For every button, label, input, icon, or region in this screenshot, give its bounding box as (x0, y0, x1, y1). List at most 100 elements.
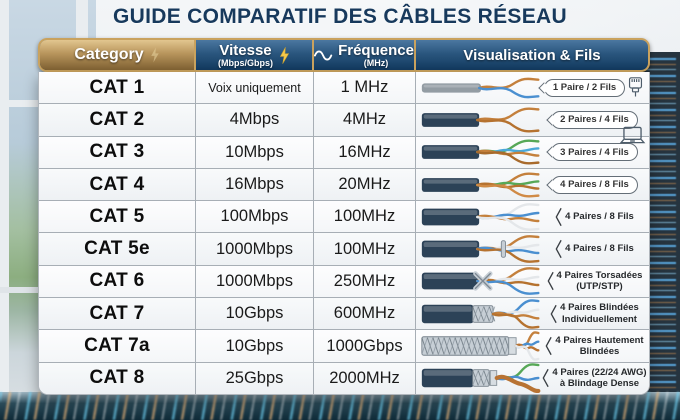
pairs-bubble-label: 2 Paires / 4 Fils (551, 110, 638, 129)
pairs-callout: 4 Paires / 8 Fils (542, 175, 647, 194)
visual-cell: 4 Paires (22/24 AWG) à Blindage Dense (416, 363, 649, 394)
frequency-cell: 100MHz (314, 233, 416, 265)
table-row: CAT 3 10Mbps 16MHz 3 Paires / 4 Fils (39, 126, 649, 169)
frequency-cell: 250MHz (314, 265, 416, 298)
visual-cell: 4 Paires Blindées Individuellement (416, 298, 649, 329)
rj45-connector-icon (627, 76, 644, 99)
cable-illustration (421, 202, 540, 231)
cable-illustration (421, 107, 540, 133)
brace-mark-icon (555, 207, 562, 227)
page-title: GUIDE COMPARATIF DES CÂBLES RÉSEAU (113, 5, 567, 28)
visual-cell: 2 Paires / 4 Fils (416, 104, 649, 135)
comparison-table: Category Vitesse (Mbps/Gbps) (38, 38, 650, 395)
pairs-bubble-label: 4 Paires / 8 Fils (551, 175, 638, 194)
cable-illustration (421, 298, 540, 329)
brace-mark-icon (550, 304, 557, 324)
pairs-callout: 4 Paires / 8 Fils (542, 207, 647, 227)
table-row: CAT 5e 1000Mbps 100MHz 4 Paires / 8 Fils (39, 233, 649, 266)
pairs-plain-label: 4 Paires / 8 Fils (565, 243, 634, 255)
pairs-plain-label: 4 Paires / 8 Fils (565, 211, 634, 223)
pairs-callout: 4 Paires (22/24 AWG) à Blindage Dense (542, 367, 647, 390)
visual-cell: 4 Paires Torsadées (UTP/STP) (416, 266, 649, 297)
brace-mark-icon (545, 336, 553, 356)
table-row: CAT 2 4Mbps 4MHz 2 Paires / 4 Fils (39, 104, 649, 137)
category-cell: CAT 5 (39, 201, 196, 233)
header-visualisation: Visualisation & Fils (416, 40, 648, 70)
header-frequency: Fréquence (MHz) (314, 40, 416, 70)
table-row: CAT 4 16Mbps 20MHz 4 Paires / 8 Fils (39, 168, 649, 202)
speed-cell: 10Gbps (196, 330, 314, 362)
table-row: CAT 7 10Gbps 600MHz 4 Paires Blindées Ind… (39, 298, 649, 331)
header-speed: Vitesse (Mbps/Gbps) (196, 40, 314, 70)
table-row: CAT 7a 10Gbps 1000Gbps 4 Paires Hautemen… (39, 330, 649, 363)
speed-cell: 10Gbps (196, 298, 314, 330)
brace-mark-icon (547, 271, 554, 291)
pairs-plain-label: 4 Paires Hautement Blindées (555, 334, 644, 358)
speed-cell: 25Gbps (196, 362, 314, 394)
lightning-icon (150, 47, 160, 63)
pairs-callout: 4 Paires / 8 Fils (542, 239, 647, 259)
header-category-label: Category (74, 46, 144, 63)
lightning-icon (279, 46, 290, 64)
brace-mark-icon (555, 239, 562, 259)
speed-cell: 16Mbps (196, 168, 314, 201)
pairs-plain-label: 4 Paires Torsadées (UTP/STP) (556, 270, 643, 293)
visual-cell: 4 Paires / 8 Fils (416, 169, 649, 200)
category-cell: CAT 2 (39, 104, 196, 136)
header-frequency-label: Fréquence (338, 41, 414, 59)
visual-cell: 4 Paires Hautement Blindées (416, 330, 649, 361)
category-cell: CAT 3 (39, 136, 196, 168)
pairs-plain-label: 4 Paires (22/24 AWG) à Blindage Dense (552, 366, 647, 390)
pairs-callout: 4 Paires Torsadées (UTP/STP) (542, 270, 647, 293)
cable-illustration (421, 171, 540, 198)
pairs-bubble-label: 3 Paires / 4 Fils (551, 143, 638, 162)
header-speed-label: Vitesse (219, 41, 272, 59)
brace-mark-icon (542, 368, 550, 388)
table-row: CAT 8 25Gbps 2000MHz 4 Paires (22/24 AWG… (39, 362, 649, 394)
table-header: Category Vitesse (Mbps/Gbps) (38, 38, 650, 72)
category-cell: CAT 4 (39, 168, 196, 201)
category-cell: CAT 8 (39, 362, 196, 394)
table-body: CAT 1 Voix uniquement 1 MHz 1 Paire / 2 … (38, 72, 650, 395)
cable-illustration (421, 331, 540, 361)
pairs-callout: 2 Paires / 4 Fils (542, 110, 647, 129)
cable-illustration (421, 139, 540, 165)
category-cell: CAT 7 (39, 298, 196, 330)
table-row: CAT 5 100Mbps 100MHz 4 Paires / 8 Fils (39, 201, 649, 234)
speed-cell: Voix uniquement (196, 72, 314, 104)
visual-cell: 1 Paire / 2 Fils (416, 72, 649, 103)
header-frequency-sub: (MHz) (363, 57, 389, 68)
speed-cell: 10Mbps (196, 136, 314, 168)
speed-cell: 100Mbps (196, 201, 314, 233)
category-cell: CAT 7a (39, 330, 196, 362)
visual-cell: 4 Paires / 8 Fils (416, 201, 649, 232)
frequency-cell: 4MHz (314, 104, 416, 136)
floor-light-streaks (0, 392, 680, 420)
table-row: CAT 6 1000Mbps 250MHz 4 Paires Torsadées… (39, 265, 649, 299)
pairs-callout: 4 Paires Blindées Individuellement (542, 302, 647, 325)
frequency-cell: 100MHz (314, 201, 416, 233)
speed-cell: 4Mbps (196, 104, 314, 136)
cable-illustration (421, 77, 540, 98)
laptop-icon (619, 126, 646, 145)
pairs-bubble-label: 1 Paire / 2 Fils (543, 78, 626, 97)
speed-cell: 1000Mbps (196, 265, 314, 298)
pairs-plain-label: 4 Paires Blindées Individuellement (560, 302, 639, 325)
category-cell: CAT 1 (39, 72, 196, 104)
speed-cell: 1000Mbps (196, 233, 314, 265)
sine-wave-icon (314, 49, 334, 62)
frequency-cell: 1 MHz (314, 72, 416, 104)
table-row: CAT 1 Voix uniquement 1 MHz 1 Paire / 2 … (39, 72, 649, 105)
visual-cell: 4 Paires / 8 Fils (416, 233, 649, 264)
pairs-callout: 4 Paires Hautement Blindées (542, 335, 647, 358)
cable-illustration (421, 267, 540, 296)
frequency-cell: 20MHz (314, 168, 416, 201)
category-cell: CAT 5e (39, 233, 196, 265)
header-category: Category (40, 40, 196, 70)
header-speed-sub: (Mbps/Gbps) (218, 57, 273, 68)
frequency-cell: 16MHz (314, 136, 416, 168)
frequency-cell: 1000Gbps (314, 330, 416, 362)
cable-illustration (421, 235, 540, 264)
pairs-callout: 1 Paire / 2 Fils (542, 78, 647, 97)
